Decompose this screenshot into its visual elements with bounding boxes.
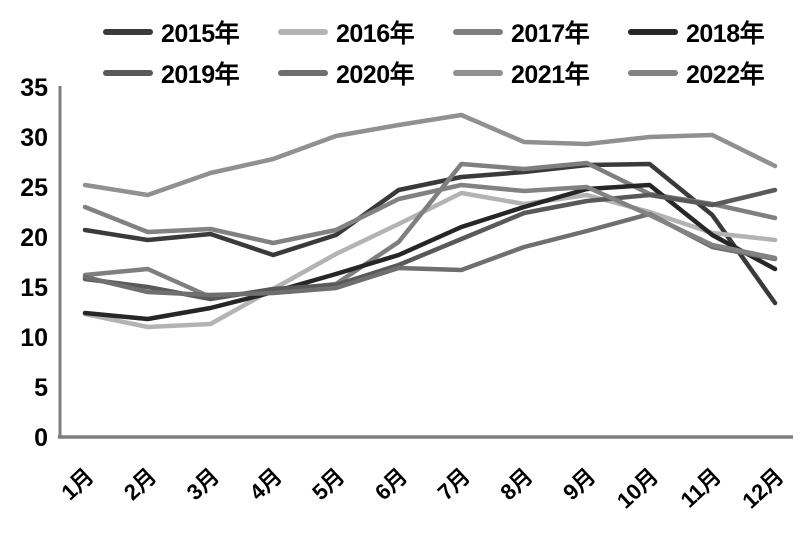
legend-swatch-icon xyxy=(453,70,503,76)
x-axis-tick-labels: 1月 2月 3月 4月 5月 6月 7月 8月 9月 10月 11月 12月 xyxy=(56,463,788,513)
x-tick-label-4: 4月 xyxy=(245,463,287,505)
y-tick-label-20: 20 xyxy=(20,224,48,252)
y-tick-label-15: 15 xyxy=(20,274,48,302)
x-tick-label-11: 11月 xyxy=(676,463,726,512)
legend-item-2020年: 2020年 xyxy=(278,55,453,91)
series-line-2022年 xyxy=(82,182,778,261)
legend-label: 2015年 xyxy=(161,20,240,48)
legend-swatch-icon xyxy=(103,29,153,35)
x-tick-label-5: 5月 xyxy=(307,463,349,505)
y-tick-label-5: 5 xyxy=(34,374,48,402)
x-tick-label-7: 7月 xyxy=(433,463,475,505)
y-axis-tick-labels: 0 5 10 15 20 25 30 35 xyxy=(20,74,48,452)
series-line-2021年 xyxy=(82,112,778,198)
series-line-2016年 xyxy=(82,190,778,330)
legend-label: 2019年 xyxy=(161,61,240,89)
y-tick-label-0: 0 xyxy=(34,424,48,452)
legend-label: 2021年 xyxy=(511,61,590,89)
data-series-lines xyxy=(82,112,778,330)
legend-item-2015年: 2015年 xyxy=(103,14,278,50)
legend-swatch-icon xyxy=(278,70,328,76)
y-tick-label-25: 25 xyxy=(20,174,48,202)
y-tick-label-30: 30 xyxy=(20,124,48,152)
series-line-2018年 xyxy=(82,182,778,322)
x-tick-label-8: 8月 xyxy=(495,463,537,505)
x-tick-label-12: 12月 xyxy=(737,463,788,513)
legend-item-2021年: 2021年 xyxy=(453,55,628,91)
legend-item-2016年: 2016年 xyxy=(278,14,453,50)
x-tick-label-6: 6月 xyxy=(370,463,412,505)
x-tick-label-10: 10月 xyxy=(612,463,663,513)
legend-label: 2017年 xyxy=(511,20,590,48)
legend-label: 2016年 xyxy=(336,20,415,48)
x-tick-label-2: 2月 xyxy=(119,463,161,505)
chart-legend: 2015年 2016年 2017年 2018年 2019年 2020年 2021年 2022年 xyxy=(103,14,807,91)
legend-item-2019年: 2019年 xyxy=(103,55,278,91)
x-tick-label-1: 1月 xyxy=(56,463,98,505)
x-tick-label-9: 9月 xyxy=(558,463,600,505)
legend-swatch-icon xyxy=(628,29,678,35)
x-tick-label-3: 3月 xyxy=(182,463,224,505)
legend-item-2017年: 2017年 xyxy=(453,14,628,50)
series-line-2015年 xyxy=(82,161,778,306)
y-tick-label-10: 10 xyxy=(20,324,48,352)
legend-label: 2018年 xyxy=(686,20,765,48)
legend-swatch-icon xyxy=(453,29,503,35)
y-tick-label-35: 35 xyxy=(20,74,48,102)
legend-label: 2022年 xyxy=(686,61,765,89)
legend-swatch-icon xyxy=(278,29,328,35)
legend-item-2018年: 2018年 xyxy=(628,14,803,50)
legend-item-2022年: 2022年 xyxy=(628,55,803,91)
legend-label: 2020年 xyxy=(336,61,415,89)
legend-swatch-icon xyxy=(628,70,678,76)
series-line-2019年 xyxy=(82,187,778,302)
legend-swatch-icon xyxy=(103,70,153,76)
